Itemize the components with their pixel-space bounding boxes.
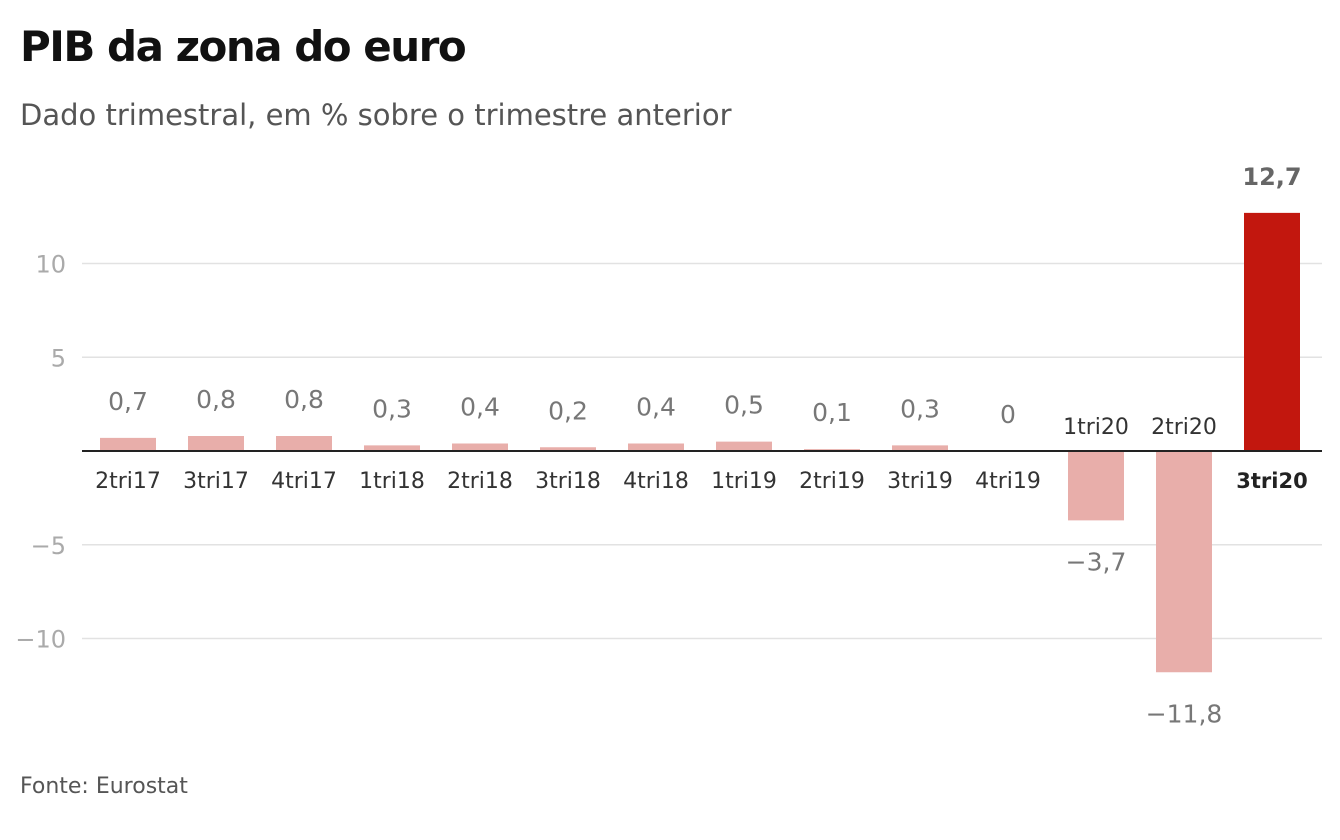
value-label: 0,4 [460, 393, 500, 422]
category-label: 4tri17 [271, 469, 337, 494]
bar [100, 437, 156, 451]
bar [1156, 451, 1212, 673]
y-tick-label: −10 [15, 626, 66, 654]
value-label: 0,3 [900, 394, 940, 423]
category-label: 1tri19 [711, 469, 777, 494]
category-label: 1tri18 [359, 469, 425, 494]
bar [628, 443, 684, 451]
value-label: 0 [1000, 400, 1016, 429]
value-label: −3,7 [1066, 547, 1127, 576]
value-label: 0,4 [636, 393, 676, 422]
chart-title: PIB da zona do euro [20, 22, 467, 71]
value-label: 0,7 [108, 387, 148, 416]
value-label: 12,7 [1242, 163, 1301, 191]
category-label: 3tri19 [887, 469, 953, 494]
bar [892, 445, 948, 451]
category-label: 3tri20 [1236, 469, 1307, 493]
value-label: 0,8 [284, 385, 324, 414]
bar [540, 447, 596, 451]
value-label: 0,5 [724, 391, 764, 420]
category-label: 4tri19 [975, 469, 1041, 494]
category-label: 1tri20 [1063, 415, 1129, 440]
category-label: 2tri17 [95, 469, 161, 494]
bar [1068, 451, 1124, 521]
bar [188, 436, 244, 451]
value-label: 0,3 [372, 394, 412, 423]
bar [452, 443, 508, 451]
category-label: 2tri18 [447, 469, 513, 494]
value-label: 0,1 [812, 398, 852, 427]
category-label: 3tri18 [535, 469, 601, 494]
y-tick-label: 10 [35, 251, 66, 279]
chart-subtitle: Dado trimestral, em % sobre o trimestre … [20, 98, 732, 132]
y-tick-label: 5 [51, 344, 66, 372]
bar [1244, 212, 1300, 451]
y-tick-label: −5 [31, 532, 66, 560]
category-label: 3tri17 [183, 469, 249, 494]
value-label: −11,8 [1146, 699, 1223, 728]
bar [276, 436, 332, 451]
bar [364, 445, 420, 451]
category-label: 2tri19 [799, 469, 865, 494]
category-label: 4tri18 [623, 469, 689, 494]
source-note: Fonte: Eurostat [20, 774, 188, 799]
bar [716, 441, 772, 451]
value-label: 0,2 [548, 396, 588, 425]
category-label: 2tri20 [1151, 415, 1217, 440]
value-label: 0,8 [196, 385, 236, 414]
